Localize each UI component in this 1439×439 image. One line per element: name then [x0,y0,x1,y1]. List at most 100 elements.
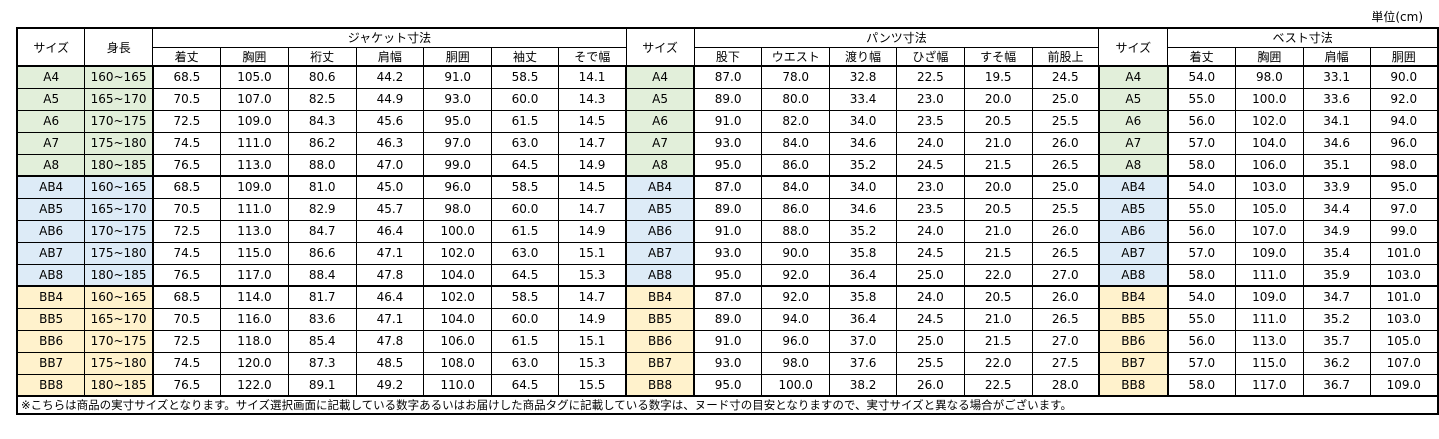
pants-value-cell: 93.0 [693,241,763,265]
jacket-value-cell: 47.1 [355,241,425,265]
jacket-value-cell: 63.0 [491,241,559,265]
pants-value-cell: 20.5 [963,285,1033,309]
vest-size-cell: BB5 [1097,307,1169,331]
pants-value-cell: 23.5 [895,197,965,221]
vest-value-cell: 34.4 [1302,197,1371,221]
vest-value-cell: 35.9 [1302,263,1371,287]
size-cell: A4 [16,65,86,89]
jacket-value-cell: 80.6 [287,65,357,89]
pants-value-cell: 84.0 [761,175,831,199]
pants-value-cell: 26.0 [1031,219,1100,243]
jacket-value-cell: 86.2 [287,131,357,155]
pants-value-cell: 21.0 [963,307,1033,331]
jacket-value-cell: 64.5 [491,153,559,177]
table-row: AB4 160~165 68.5 109.0 81.0 45.0 96.0 58.5 14.5 A… [16,175,1439,199]
vest-value-cell: 57.0 [1167,131,1236,155]
vest-header: ベスト寸法 [1167,27,1439,48]
vest-value-cell: 109.0 [1234,241,1304,265]
pants-value-cell: 96.0 [761,329,831,353]
table-row: BB6 170~175 72.5 118.0 85.4 47.8 106.0 61.5 15.1… [16,329,1439,353]
pants-value-cell: 23.5 [895,109,965,133]
height-cell: 175~180 [84,241,154,265]
jacket-value-cell: 76.5 [152,373,222,397]
jacket-value-cell: 114.0 [220,285,289,309]
jacket-value-cell: 116.0 [220,307,289,331]
pants-col-header: 股下 [693,46,763,67]
height-cell: 175~180 [84,131,154,155]
pants-value-cell: 91.0 [693,219,763,243]
height-cell: 165~170 [84,87,154,111]
pants-value-cell: 25.0 [895,263,965,287]
jacket-value-cell: 74.5 [152,241,222,265]
vest-value-cell: 54.0 [1167,65,1236,89]
height-cell: 180~185 [84,373,154,397]
pants-value-cell: 25.0 [1031,175,1100,199]
vest-value-cell: 58.0 [1167,373,1236,397]
pants-value-cell: 80.0 [761,87,831,111]
vest-value-cell: 111.0 [1234,263,1304,287]
pants-value-cell: 94.0 [761,307,831,331]
jacket-value-cell: 97.0 [423,131,493,155]
height-cell: 175~180 [84,351,154,375]
vest-value-cell: 105.0 [1369,329,1439,353]
pants-col-header: 渡り幅 [829,46,897,67]
jacket-value-cell: 46.4 [355,219,425,243]
vest-value-cell: 55.0 [1167,87,1236,111]
table-row: BB7 175~180 74.5 120.0 87.3 48.5 108.0 63.0 15.3… [16,351,1439,375]
jacket-value-cell: 87.3 [287,351,357,375]
pants-value-cell: 27.0 [1031,263,1100,287]
jacket-value-cell: 14.9 [557,153,627,177]
jacket-value-cell: 105.0 [220,65,289,89]
jacket-value-cell: 14.9 [557,219,627,243]
jacket-col-header: 着丈 [152,46,222,67]
vest-value-cell: 95.0 [1369,175,1439,199]
height-cell: 180~185 [84,153,154,177]
vest-value-cell: 54.0 [1167,285,1236,309]
jacket-value-cell: 14.5 [557,109,627,133]
vest-size-cell: BB8 [1097,373,1169,397]
vest-size-cell: BB4 [1097,285,1169,309]
pants-value-cell: 35.2 [829,219,897,243]
jacket-value-cell: 106.0 [423,329,493,353]
size-cell: AB6 [16,219,86,243]
table-row: AB5 165~170 70.5 111.0 82.9 45.7 98.0 60.0 14.7 A… [16,197,1439,221]
jacket-value-cell: 49.2 [355,373,425,397]
size-cell: BB4 [16,285,86,309]
pants-value-cell: 91.0 [693,109,763,133]
table-row: AB6 170~175 72.5 113.0 84.7 46.4 100.0 61.5 14.9… [16,219,1439,243]
pants-value-cell: 34.6 [829,197,897,221]
pants-size-cell: AB8 [625,263,695,287]
vest-size-cell: BB7 [1097,351,1169,375]
pants-col-header: すそ幅 [963,46,1033,67]
pants-value-cell: 89.0 [693,197,763,221]
jacket-value-cell: 100.0 [423,219,493,243]
pants-value-cell: 91.0 [693,329,763,353]
size-cell: BB7 [16,351,86,375]
pants-value-cell: 37.0 [829,329,897,353]
pants-value-cell: 24.5 [895,241,965,265]
pants-value-cell: 84.0 [761,131,831,155]
jacket-value-cell: 58.5 [491,285,559,309]
vest-size-cell: AB8 [1097,263,1169,287]
vest-size-cell: A6 [1097,109,1169,133]
pants-size-cell: AB4 [625,175,695,199]
jacket-value-cell: 82.9 [287,197,357,221]
pants-value-cell: 24.0 [895,219,965,243]
vest-value-cell: 56.0 [1167,219,1236,243]
vest-value-cell: 106.0 [1234,153,1304,177]
table-body: A4 160~165 68.5 105.0 80.6 44.2 91.0 58.5 14.1 A4… [16,65,1439,397]
jacket-value-cell: 85.4 [287,329,357,353]
jacket-value-cell: 76.5 [152,263,222,287]
jacket-value-cell: 96.0 [423,175,493,199]
pants-value-cell: 87.0 [693,285,763,309]
jacket-value-cell: 70.5 [152,87,222,111]
jacket-value-cell: 61.5 [491,109,559,133]
jacket-value-cell: 61.5 [491,219,559,243]
jacket-value-cell: 58.5 [491,175,559,199]
pants-size-cell: AB6 [625,219,695,243]
table-row: BB4 160~165 68.5 114.0 81.7 46.4 102.0 58.5 14.7… [16,285,1439,309]
jacket-value-cell: 76.5 [152,153,222,177]
jacket-value-cell: 109.0 [220,109,289,133]
pants-value-cell: 95.0 [693,373,763,397]
vest-value-cell: 35.7 [1302,329,1371,353]
